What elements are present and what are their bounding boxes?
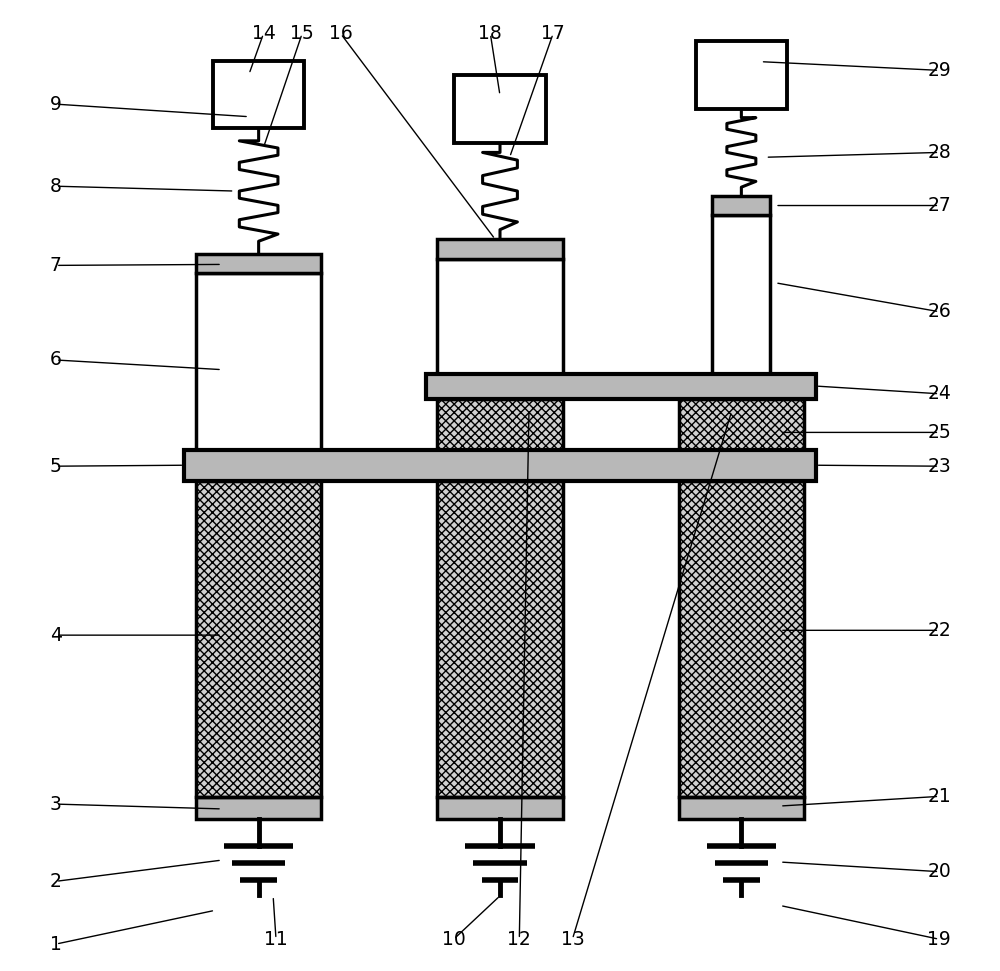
Text: 10: 10 bbox=[442, 930, 466, 949]
Text: 12: 12 bbox=[507, 930, 531, 949]
Text: 15: 15 bbox=[290, 24, 314, 43]
Text: 14: 14 bbox=[252, 24, 275, 43]
Text: 24: 24 bbox=[927, 385, 951, 403]
Text: 6: 6 bbox=[50, 351, 62, 370]
Bar bbox=[679, 399, 804, 450]
Bar bbox=[679, 481, 804, 797]
Text: 21: 21 bbox=[927, 787, 951, 806]
Text: 3: 3 bbox=[50, 794, 62, 814]
Text: 25: 25 bbox=[927, 423, 951, 442]
Bar bbox=[196, 797, 321, 819]
Text: 23: 23 bbox=[927, 456, 951, 476]
Bar bbox=[437, 481, 563, 797]
Bar bbox=[426, 375, 816, 399]
Bar bbox=[712, 216, 770, 375]
Bar bbox=[196, 481, 321, 797]
Bar bbox=[196, 481, 321, 797]
Text: 1: 1 bbox=[50, 934, 62, 954]
Text: 2: 2 bbox=[50, 872, 62, 890]
Bar bbox=[437, 797, 563, 819]
Bar bbox=[696, 42, 787, 109]
Text: 20: 20 bbox=[927, 862, 951, 881]
Text: 5: 5 bbox=[50, 456, 62, 476]
Bar bbox=[437, 481, 563, 797]
Text: 18: 18 bbox=[478, 24, 502, 43]
Bar bbox=[679, 481, 804, 797]
Text: 16: 16 bbox=[329, 24, 353, 43]
Bar bbox=[437, 258, 563, 375]
Text: 13: 13 bbox=[561, 930, 584, 949]
Bar bbox=[437, 239, 563, 258]
Text: 11: 11 bbox=[264, 930, 288, 949]
Bar bbox=[213, 61, 304, 128]
Text: 4: 4 bbox=[50, 625, 62, 645]
Text: 22: 22 bbox=[927, 620, 951, 640]
Bar bbox=[196, 273, 321, 450]
Bar bbox=[679, 399, 804, 450]
Bar bbox=[184, 450, 816, 481]
Text: 17: 17 bbox=[541, 24, 565, 43]
Bar bbox=[196, 253, 321, 273]
Bar bbox=[712, 196, 770, 216]
Bar bbox=[679, 797, 804, 819]
Text: 28: 28 bbox=[927, 143, 951, 162]
Text: 27: 27 bbox=[927, 196, 951, 215]
Text: 7: 7 bbox=[50, 256, 62, 275]
Text: 29: 29 bbox=[927, 61, 951, 80]
Bar bbox=[437, 399, 563, 450]
Text: 19: 19 bbox=[927, 930, 951, 949]
Bar bbox=[437, 399, 563, 450]
Text: 8: 8 bbox=[50, 177, 62, 196]
Bar bbox=[454, 75, 546, 143]
Text: 9: 9 bbox=[50, 94, 62, 114]
Text: 26: 26 bbox=[927, 302, 951, 321]
